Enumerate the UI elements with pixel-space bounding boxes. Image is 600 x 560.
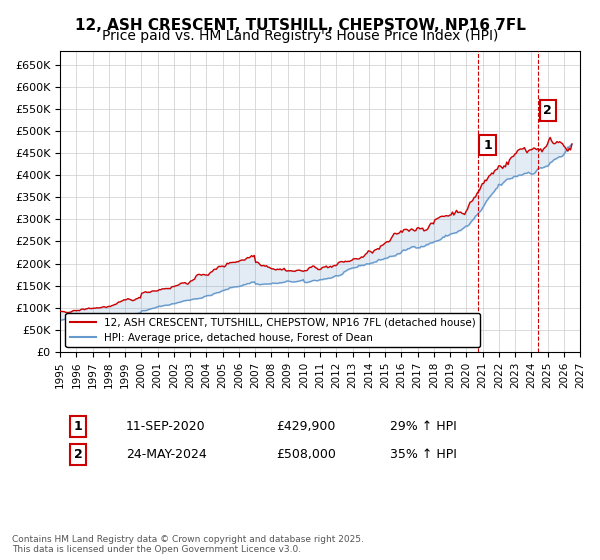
Text: £429,900: £429,900 (276, 420, 335, 433)
Text: 1: 1 (483, 139, 492, 152)
Legend: 12, ASH CRESCENT, TUTSHILL, CHEPSTOW, NP16 7FL (detached house), HPI: Average pr: 12, ASH CRESCENT, TUTSHILL, CHEPSTOW, NP… (65, 313, 480, 347)
Text: 35% ↑ HPI: 35% ↑ HPI (390, 448, 457, 461)
Text: Price paid vs. HM Land Registry's House Price Index (HPI): Price paid vs. HM Land Registry's House … (102, 29, 498, 43)
Text: 24-MAY-2024: 24-MAY-2024 (126, 448, 207, 461)
Text: 29% ↑ HPI: 29% ↑ HPI (390, 420, 457, 433)
Text: £508,000: £508,000 (276, 448, 336, 461)
Text: 11-SEP-2020: 11-SEP-2020 (126, 420, 206, 433)
Text: 12, ASH CRESCENT, TUTSHILL, CHEPSTOW, NP16 7FL: 12, ASH CRESCENT, TUTSHILL, CHEPSTOW, NP… (74, 18, 526, 33)
Text: 2: 2 (543, 104, 552, 117)
Text: 1: 1 (74, 420, 82, 433)
Text: Contains HM Land Registry data © Crown copyright and database right 2025.
This d: Contains HM Land Registry data © Crown c… (12, 535, 364, 554)
Text: 2: 2 (74, 448, 82, 461)
